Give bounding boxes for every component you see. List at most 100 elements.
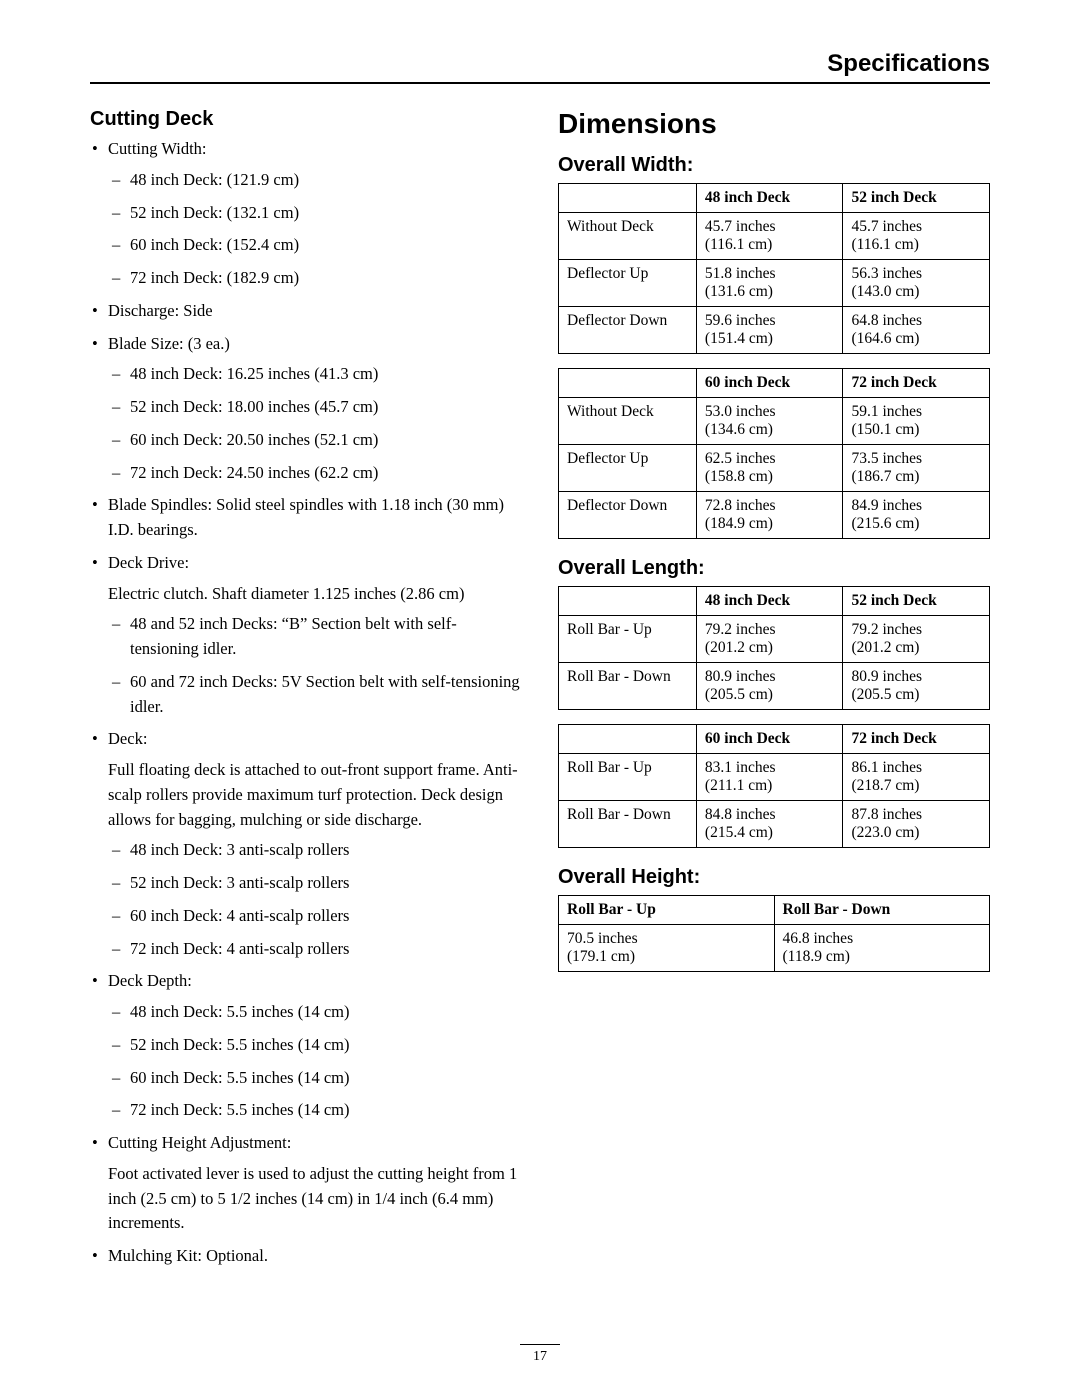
list-item: Blade Spindles: Solid steel spindles wit… (108, 493, 522, 543)
table-cell: 80.9 inches(205.5 cm) (843, 663, 990, 710)
list-item: Deck Depth: 48 inch Deck: 5.5 inches (14 … (108, 969, 522, 1123)
table-header: 48 inch Deck (696, 587, 843, 616)
list-item-paragraph: Electric clutch. Shaft diameter 1.125 in… (108, 582, 522, 607)
list-item: Cutting Width:48 inch Deck: (121.9 cm)52… (108, 137, 522, 291)
list-item: Deck: Full floating deck is attached to o… (108, 727, 522, 961)
sub-list-item: 72 inch Deck: 5.5 inches (14 cm) (130, 1098, 522, 1123)
sub-list-item: 52 inch Deck: (132.1 cm) (130, 201, 522, 226)
table-cell: Deflector Down (559, 492, 697, 539)
table-row: Without Deck45.7 inches(116.1 cm)45.7 in… (559, 213, 990, 260)
table-cell: 86.1 inches(218.7 cm) (843, 754, 990, 801)
table-row: Deflector Up51.8 inches(131.6 cm)56.3 in… (559, 260, 990, 307)
overall-length-table-2: 60 inch Deck72 inch DeckRoll Bar - Up83.… (558, 724, 990, 848)
table-cell: 80.9 inches(205.5 cm) (696, 663, 843, 710)
cutting-deck-list: Cutting Width:48 inch Deck: (121.9 cm)52… (90, 137, 522, 1269)
table-header: 60 inch Deck (696, 725, 843, 754)
table-cell: 53.0 inches(134.6 cm) (696, 398, 843, 445)
sub-list-item: 72 inch Deck: (182.9 cm) (130, 266, 522, 291)
sub-list: 48 inch Deck: 16.25 inches (41.3 cm) 52 i… (108, 362, 522, 485)
sub-list: 48 inch Deck: 5.5 inches (14 cm)52 inch … (108, 1000, 522, 1123)
table-cell: 70.5 inches(179.1 cm) (559, 925, 775, 972)
table-cell: Roll Bar - Up (559, 754, 697, 801)
table-row: Roll Bar - Down80.9 inches(205.5 cm)80.9… (559, 663, 990, 710)
list-item-label: Cutting Height Adjustment: (108, 1133, 291, 1152)
dimensions-heading: Dimensions (558, 108, 990, 140)
sub-list-item: 52 inch Deck: 18.00 inches (45.7 cm) (130, 395, 522, 420)
overall-length-table-1: 48 inch Deck52 inch Deck Roll Bar - Up 79.… (558, 586, 990, 710)
table-header (559, 587, 697, 616)
table-header (559, 184, 697, 213)
overall-width-heading: Overall Width: (558, 154, 990, 177)
list-item-label: Blade Spindles: Solid steel spindles wit… (108, 495, 504, 539)
table-header: 72 inch Deck (843, 725, 990, 754)
sub-list-item: 60 and 72 inch Decks: 5V Section belt wi… (130, 670, 522, 720)
table-cell: 84.9 inches(215.6 cm) (843, 492, 990, 539)
table-cell: 45.7 inches(116.1 cm) (843, 213, 990, 260)
table-cell: 79.2 inches(201.2 cm) (843, 616, 990, 663)
table-cell: 84.8 inches(215.4 cm) (696, 801, 843, 848)
list-item-label: Deck Depth: (108, 971, 192, 990)
cutting-deck-heading: Cutting Deck (90, 108, 522, 131)
table-header: Roll Bar - Down (774, 896, 990, 925)
overall-width-table-2: 60 inch Deck72 inch DeckWithout Deck53.0… (558, 368, 990, 539)
left-column: Cutting Deck Cutting Width:48 inch Deck:… (90, 108, 522, 1277)
table-cell: Roll Bar - Down (559, 801, 697, 848)
sub-list-item: 60 inch Deck: 5.5 inches (14 cm) (130, 1066, 522, 1091)
sub-list-item: 48 inch Deck: (121.9 cm) (130, 168, 522, 193)
table-row: Deflector Down72.8 inches(184.9 cm)84.9 … (559, 492, 990, 539)
list-item: Cutting Height Adjustment: Foot activated… (108, 1131, 522, 1236)
table-cell: Deflector Down (559, 307, 697, 354)
table-cell: 83.1 inches(211.1 cm) (696, 754, 843, 801)
list-item-label: Deck Drive: (108, 553, 189, 572)
sub-list: 48 and 52 inch Decks: “B” Section belt w… (108, 612, 522, 719)
sub-list-item: 72 inch Deck: 24.50 inches (62.2 cm) (130, 461, 522, 486)
table-row: Without Deck53.0 inches(134.6 cm)59.1 in… (559, 398, 990, 445)
list-item: Deck Drive: Electric clutch. Shaft diamet… (108, 551, 522, 720)
list-item-label: Discharge: Side (108, 301, 213, 320)
sub-list-item: 52 inch Deck: 3 anti-scalp rollers (130, 871, 522, 896)
page-header: Specifications (90, 50, 990, 84)
table-header: Roll Bar - Up (559, 896, 775, 925)
header-title: Specifications (90, 50, 990, 78)
list-item-paragraph: Foot activated lever is used to adjust t… (108, 1162, 522, 1236)
table-row: Roll Bar - Up79.2 inches(201.2 cm)79.2 i… (559, 616, 990, 663)
list-item-label: Deck: (108, 729, 147, 748)
table-cell: 59.1 inches(150.1 cm) (843, 398, 990, 445)
table-cell: Without Deck (559, 213, 697, 260)
table-cell: 73.5 inches(186.7 cm) (843, 445, 990, 492)
table-cell: 64.8 inches(164.6 cm) (843, 307, 990, 354)
table-cell: 45.7 inches(116.1 cm) (696, 213, 843, 260)
table-cell: 62.5 inches(158.8 cm) (696, 445, 843, 492)
table-header (559, 725, 697, 754)
overall-height-heading: Overall Height: (558, 866, 990, 889)
table-header: 52 inch Deck (843, 184, 990, 213)
table-cell: Deflector Up (559, 260, 697, 307)
sub-list-item: 48 and 52 inch Decks: “B” Section belt w… (130, 612, 522, 662)
list-item-paragraph: Full floating deck is attached to out-fr… (108, 758, 522, 832)
table-cell: Roll Bar - Down (559, 663, 697, 710)
sub-list-item: 48 inch Deck: 16.25 inches (41.3 cm) (130, 362, 522, 387)
list-item: Mulching Kit: Optional. (108, 1244, 522, 1269)
list-item-label: Mulching Kit: Optional. (108, 1246, 268, 1265)
overall-height-table: Roll Bar - UpRoll Bar - Down70.5 inches(… (558, 895, 990, 972)
table-row: 70.5 inches(179.1 cm)46.8 inches(118.9 c… (559, 925, 990, 972)
sub-list: 48 inch Deck: 3 anti-scalp rollers 52 inc… (108, 838, 522, 961)
table-cell: Roll Bar - Up (559, 616, 697, 663)
list-item: Discharge: Side (108, 299, 522, 324)
table-cell: 59.6 inches(151.4 cm) (696, 307, 843, 354)
table-header: 52 inch Deck (843, 587, 990, 616)
overall-length-heading: Overall Length: (558, 557, 990, 580)
table-row: Roll Bar - Down84.8 inches(215.4 cm)87.8… (559, 801, 990, 848)
table-cell: Without Deck (559, 398, 697, 445)
page-number: 17 (0, 1344, 1080, 1365)
sub-list-item: 52 inch Deck: 5.5 inches (14 cm) (130, 1033, 522, 1058)
table-header: 72 inch Deck (843, 369, 990, 398)
two-column-layout: Cutting Deck Cutting Width:48 inch Deck:… (90, 108, 990, 1277)
right-column: Dimensions Overall Width: 48 inch Deck52… (558, 108, 990, 1277)
sub-list-item: 60 inch Deck: 20.50 inches (52.1 cm) (130, 428, 522, 453)
table-row: Deflector Up62.5 inches(158.8 cm)73.5 in… (559, 445, 990, 492)
table-row: Roll Bar - Up83.1 inches(211.1 cm)86.1 i… (559, 754, 990, 801)
table-header: 60 inch Deck (696, 369, 843, 398)
sub-list-item: 48 inch Deck: 3 anti-scalp rollers (130, 838, 522, 863)
table-cell: 51.8 inches(131.6 cm) (696, 260, 843, 307)
